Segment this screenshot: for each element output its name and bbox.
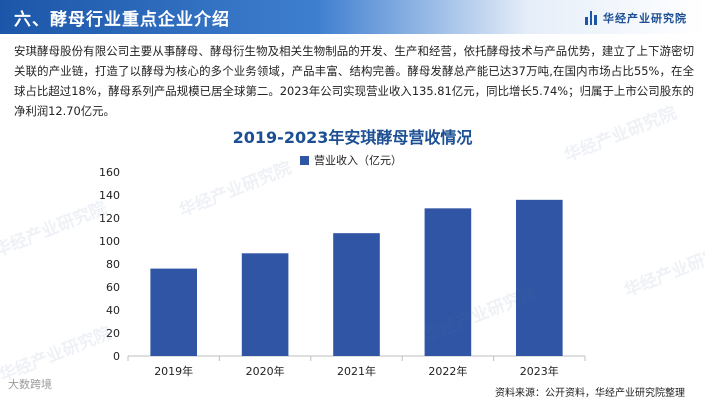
x-tick-label: 2023年 [520,364,559,378]
y-tick-label: 120 [99,212,120,225]
y-tick-label: 140 [99,189,120,202]
bar [333,233,380,356]
legend-label: 营业收入（亿元） [314,154,402,167]
y-tick-label: 0 [113,350,120,363]
legend-swatch [300,155,309,165]
chart-legend: 营业收入（亿元） [300,152,402,168]
x-tick-label: 2020年 [246,364,285,378]
bar [515,199,563,356]
page-title: 六、酵母行业重点企业介绍 [14,10,230,30]
chart-title: 2019-2023年安琪酵母营收情况 [232,128,473,147]
y-tick-label: 20 [106,327,120,340]
y-tick-label: 160 [99,166,120,179]
intro-paragraph: 安琪酵母股份有限公司主要从事酵母、酵母衍生物及相关生物制品的开发、生产和经营，依… [14,44,694,118]
bar [241,253,289,356]
bar [150,268,198,356]
x-tick-label: 2022年 [428,364,467,378]
x-tick-label: 2019年 [154,364,193,378]
x-tick-label: 2021年 [337,364,376,378]
y-tick-label: 40 [106,304,120,317]
y-tick-label: 100 [99,235,120,248]
brand-logo-icon [585,11,598,25]
source-note: 资料来源：公开资料，华经产业研究院整理 [495,388,685,399]
header-banner: 六、酵母行业重点企业介绍 华经产业研究院 [0,0,705,34]
corner-watermark: 大数跨境 [8,378,52,391]
brand-name: 华经产业研究院 [603,12,687,25]
brand: 华经产业研究院 [585,9,687,27]
y-tick-label: 80 [106,258,120,271]
y-tick-label: 60 [106,281,120,294]
bar [424,208,472,356]
